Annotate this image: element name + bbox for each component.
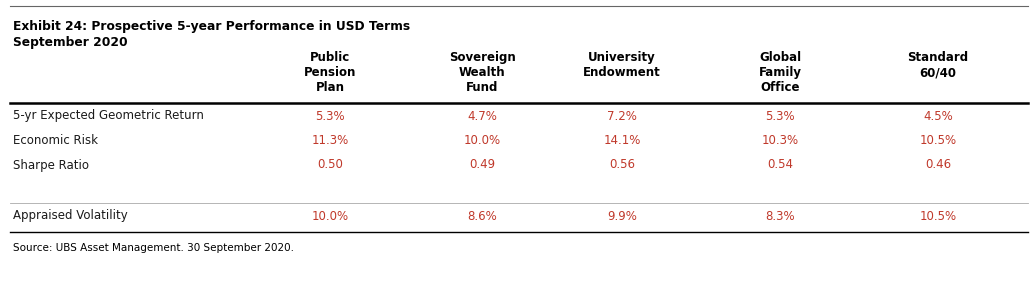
Text: 0.49: 0.49 — [469, 158, 495, 171]
Text: Public
Pension
Plan: Public Pension Plan — [304, 51, 356, 94]
Text: Global
Family
Office: Global Family Office — [759, 51, 801, 94]
Text: Standard
60/40: Standard 60/40 — [908, 51, 969, 79]
Text: 14.1%: 14.1% — [603, 134, 641, 147]
Text: 5.3%: 5.3% — [765, 110, 795, 123]
Text: 0.56: 0.56 — [609, 158, 635, 171]
Text: 8.6%: 8.6% — [467, 210, 497, 223]
Text: 10.5%: 10.5% — [919, 134, 956, 147]
Text: 9.9%: 9.9% — [608, 210, 637, 223]
Text: 4.7%: 4.7% — [467, 110, 497, 123]
Text: Sharpe Ratio: Sharpe Ratio — [13, 158, 89, 171]
Text: 11.3%: 11.3% — [312, 134, 349, 147]
Text: 10.0%: 10.0% — [312, 210, 349, 223]
Text: 5-yr Expected Geometric Return: 5-yr Expected Geometric Return — [13, 110, 204, 123]
Text: University
Endowment: University Endowment — [583, 51, 661, 79]
Text: 4.5%: 4.5% — [923, 110, 953, 123]
Text: 0.46: 0.46 — [925, 158, 951, 171]
Text: Economic Risk: Economic Risk — [13, 134, 98, 147]
Text: 5.3%: 5.3% — [316, 110, 345, 123]
Text: 8.3%: 8.3% — [765, 210, 795, 223]
Text: Appraised Volatility: Appraised Volatility — [13, 210, 127, 223]
Text: 10.5%: 10.5% — [919, 210, 956, 223]
Text: 10.3%: 10.3% — [762, 134, 799, 147]
Text: Source: UBS Asset Management. 30 September 2020.: Source: UBS Asset Management. 30 Septemb… — [13, 243, 294, 253]
Text: September 2020: September 2020 — [13, 36, 127, 49]
Text: 0.50: 0.50 — [317, 158, 343, 171]
Text: Exhibit 24: Prospective 5-year Performance in USD Terms: Exhibit 24: Prospective 5-year Performan… — [13, 20, 410, 33]
Text: 10.0%: 10.0% — [464, 134, 501, 147]
Text: 7.2%: 7.2% — [608, 110, 637, 123]
Text: Sovereign
Wealth
Fund: Sovereign Wealth Fund — [448, 51, 515, 94]
Text: 0.54: 0.54 — [767, 158, 793, 171]
